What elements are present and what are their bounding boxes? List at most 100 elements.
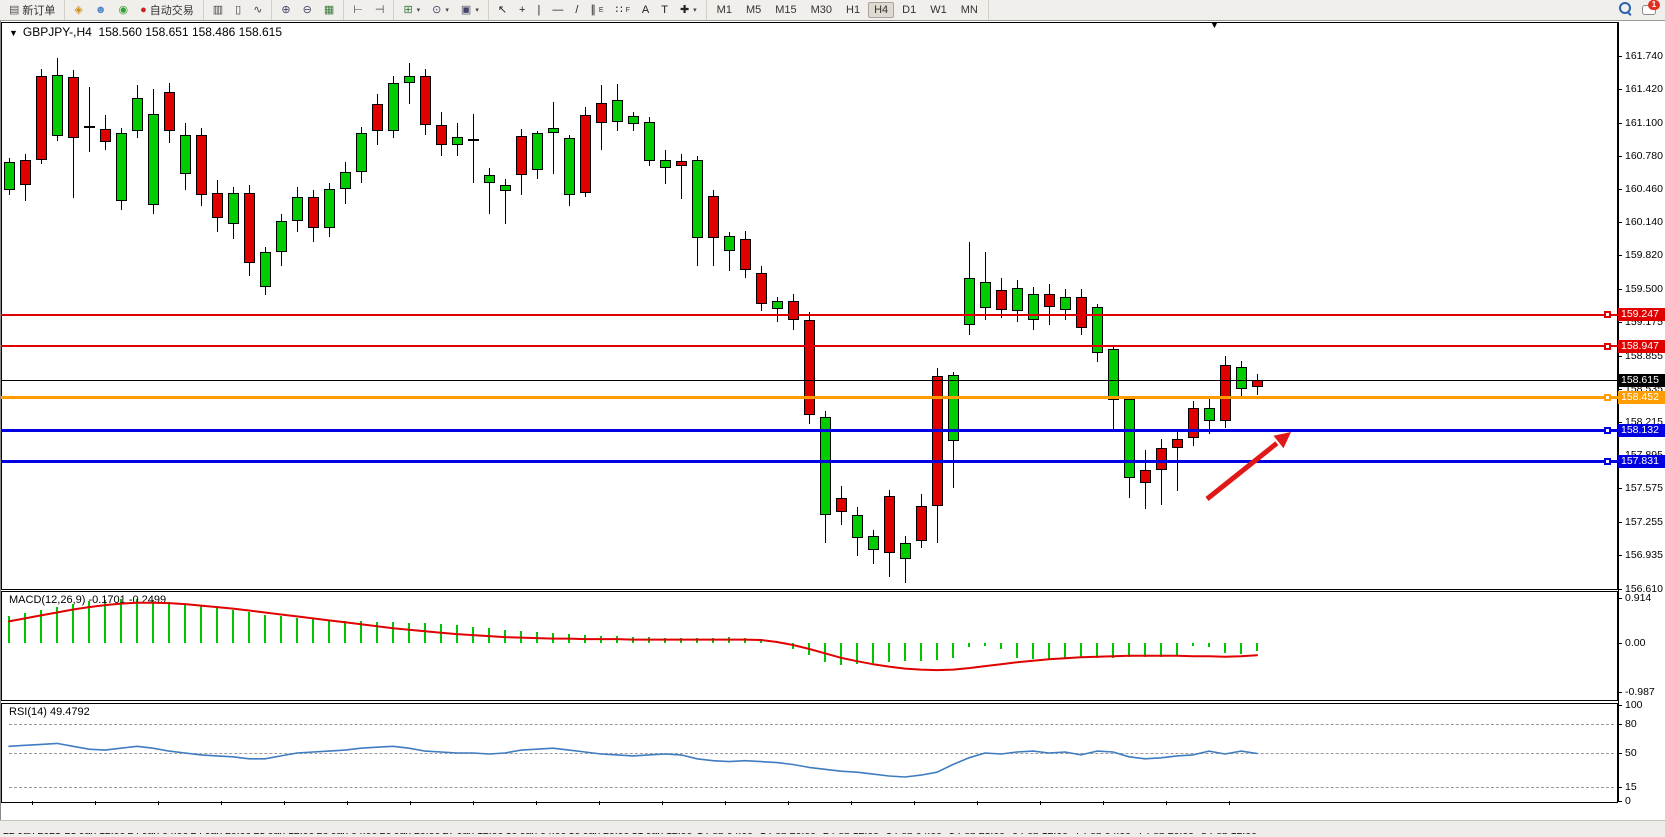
candle-body [276,221,287,253]
market-watch-icon[interactable]: ☻ [90,2,112,18]
trendline-button[interactable]: / [570,2,583,18]
channel-button[interactable]: ∥ E [585,2,608,18]
candle-body [676,161,687,167]
template-button[interactable]: ▣ ▾ [456,2,484,18]
candle-body [1140,470,1151,483]
macd-histogram-bar [840,643,842,665]
candle-body [564,138,575,196]
candle-chart-button[interactable]: ▯ [230,2,246,18]
macd-histogram-bar [760,638,762,643]
candle-body [1188,408,1199,439]
price-tick-mark [1618,255,1622,256]
zoom-in-button[interactable]: ⊕ [276,2,295,18]
timeframe-button-m30[interactable]: M30 [810,4,833,16]
horizontal-level-line[interactable] [1,460,1618,464]
new-chart-button[interactable]: ⊞ ▾ [398,2,425,18]
crosshair-button[interactable]: + [514,2,530,18]
toolbar-group: ▤ 新订单 [0,0,66,20]
macd-label: MACD(12,26,9) -0.1701 -0.2499 [9,594,167,606]
macd-histogram-bar [744,637,746,643]
auto-scroll-button[interactable]: ⊢ [348,2,368,18]
macd-histogram-bar [552,633,554,643]
price-axis[interactable]: 161.740 161.420 161.100 160.780 160.460 160.1… [1618,20,1665,820]
candle-body [116,133,127,201]
line-chart-button[interactable]: ∿ [248,2,267,18]
toolbar-group: ⊢ ⊣ [344,0,395,20]
horizontal-level-line[interactable] [1,313,1618,316]
macd-histogram-bar [56,606,58,643]
candle-chart-icon: ▯ [235,4,242,16]
periods-button[interactable]: ⊙ ▾ [427,2,454,18]
price-tick-mark [1618,522,1622,523]
line-right-marker[interactable] [1604,311,1611,319]
tile-windows-button[interactable]: ▦ [319,2,339,18]
timeframe-button-mn[interactable]: MN [960,4,978,16]
timeframe-button-h1[interactable]: H1 [846,4,861,16]
bar-chart-button[interactable]: ▥ [208,2,228,18]
macd-histogram-bar [824,643,826,662]
price-tick-mark [1618,488,1622,489]
candle-wick [489,168,490,214]
new-chart-icon: ⊞ [403,4,413,16]
rsi-level-line [9,724,1614,725]
macd-histogram-bar [728,637,730,643]
macd-histogram-bar [1112,643,1114,658]
timeframe-group: M1 M5 M15 M30 H1 H4 D1 W1 MN [707,0,989,20]
macd-histogram-bar [792,643,794,649]
macd-tick-label: 0.00 [1625,637,1646,649]
candle-wick [1177,428,1178,492]
fibonacci-button[interactable]: ∷ F [611,2,635,18]
symbol-dropdown-icon[interactable]: ▼ [9,28,18,38]
timeframe-button-w1[interactable]: W1 [930,4,947,16]
macd-histogram-bar [616,636,618,643]
new-order-button[interactable]: ▤ 新订单 [4,0,60,20]
dropdown-caret-icon: ▾ [445,7,449,14]
hline-button[interactable]: — [547,2,568,18]
timeframe-button-d1[interactable]: D1 [902,4,917,16]
chart-shift-marker-icon[interactable]: ▼ [1210,20,1219,30]
macd-histogram-bar [392,622,394,643]
price-tick-label: 159.500 [1625,283,1663,295]
search-icon[interactable] [1619,2,1632,16]
rsi-tick-mark [1618,787,1622,788]
signals-icon[interactable]: ◉ [113,2,133,18]
chart-window[interactable]: ▼ GBPJPY-,H4 158.560 158.651 158.486 158.… [0,20,1665,837]
price-tick-mark [1618,555,1622,556]
horizontal-level-line[interactable] [1,345,1618,348]
chart-shift-button[interactable]: ⊣ [370,2,390,18]
candle-body [340,172,351,189]
notifications-icon[interactable]: 1 [1642,0,1660,15]
main-chart-panel[interactable] [1,22,1618,590]
rsi-tick-label: 0 [1625,795,1631,807]
timeframe-button-m1[interactable]: M1 [716,4,732,16]
time-tick-mark [95,801,96,805]
time-tick-mark [851,801,852,805]
line-right-marker[interactable] [1604,458,1611,466]
autotrade-button[interactable]: ● 自动交易 [135,0,199,20]
label-button[interactable]: T [656,2,673,18]
timeframe-button-h4[interactable]: H4 [868,2,895,18]
arrows-button[interactable]: ✚ ▾ [675,2,702,18]
zoom-out-button[interactable]: ⊖ [298,2,317,18]
macd-histogram-bar [312,618,314,643]
dropdown-caret-icon: ▾ [693,7,697,14]
macd-histogram-bar [872,643,874,664]
current-price-line[interactable] [1,380,1618,381]
candle-body [452,137,463,146]
vline-button[interactable]: | [532,2,545,18]
line-right-marker[interactable] [1604,394,1611,401]
horizontal-level-line[interactable] [1,429,1618,433]
macd-histogram-bar [40,609,42,643]
price-tick-mark [1618,123,1622,124]
timeframe-button-m5[interactable]: M5 [745,4,762,16]
line-right-marker[interactable] [1604,427,1611,435]
price-tick-label: 156.610 [1625,583,1663,595]
timeframe-button-m15[interactable]: M15 [775,4,797,16]
price-tick-mark [1618,289,1622,290]
macd-histogram-bar [248,612,250,643]
horizontal-level-line[interactable] [1,396,1618,399]
line-right-marker[interactable] [1604,342,1611,350]
cursor-button[interactable]: ↖ [493,2,512,18]
profile-icon[interactable]: ◈ [69,2,87,18]
text-button[interactable]: A [637,2,654,18]
